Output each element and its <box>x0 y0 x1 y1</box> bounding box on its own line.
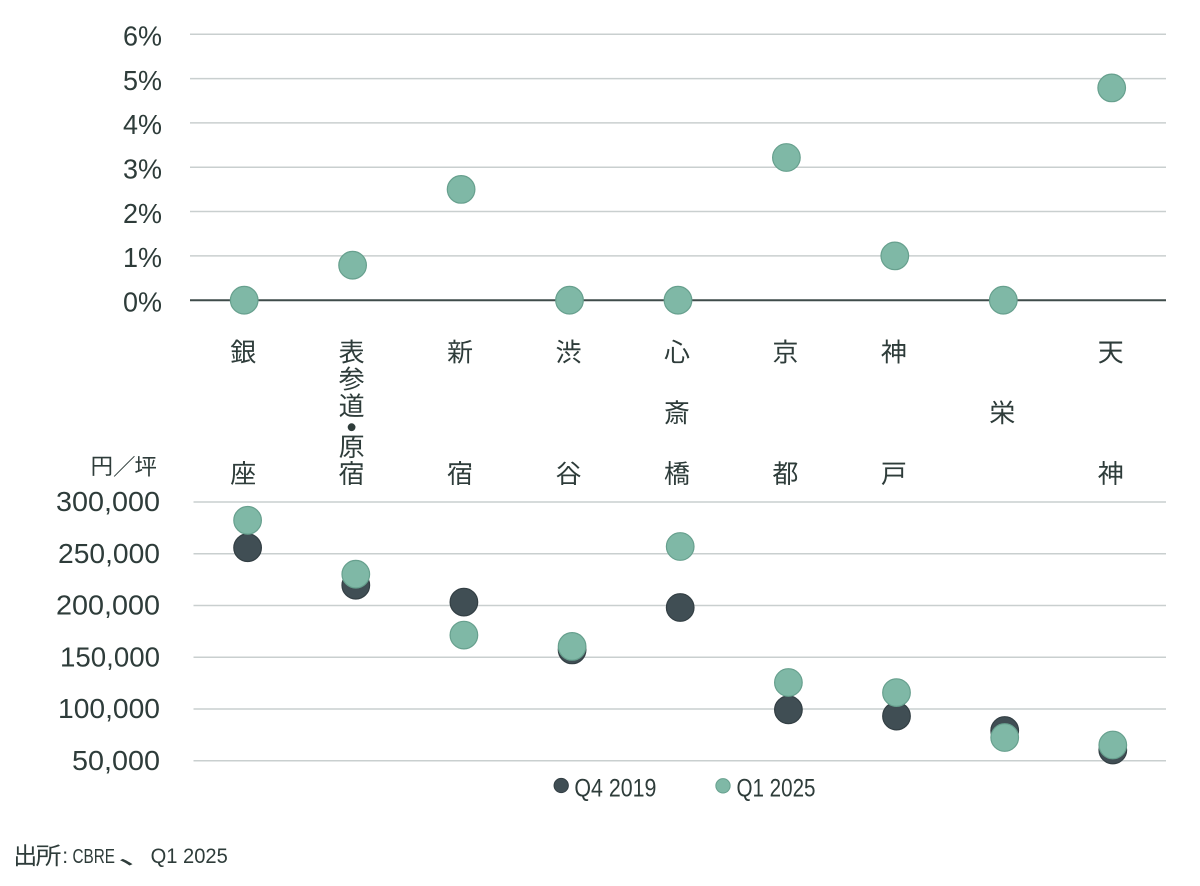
svg-text:150,000: 150,000 <box>60 641 160 672</box>
svg-text::: : <box>62 845 68 868</box>
svg-text:300,000: 300,000 <box>56 486 160 517</box>
svg-text:200,000: 200,000 <box>56 590 160 621</box>
svg-text:250,000: 250,000 <box>58 538 160 569</box>
svg-text:5%: 5% <box>123 65 162 96</box>
svg-text:50,000: 50,000 <box>72 745 160 776</box>
svg-text:1%: 1% <box>123 242 162 273</box>
svg-text:Q1 2025: Q1 2025 <box>737 774 816 802</box>
svg-text:100,000: 100,000 <box>58 693 160 724</box>
svg-text:CBRE: CBRE <box>73 845 116 868</box>
svg-text:4%: 4% <box>123 109 162 140</box>
svg-text:2%: 2% <box>123 198 162 229</box>
svg-text:3%: 3% <box>123 154 162 185</box>
svg-text:0%: 0% <box>123 287 162 318</box>
svg-text:6%: 6% <box>123 21 162 52</box>
svg-text:Q4 2019: Q4 2019 <box>574 774 656 802</box>
svg-text:Q1 2025: Q1 2025 <box>151 845 228 868</box>
